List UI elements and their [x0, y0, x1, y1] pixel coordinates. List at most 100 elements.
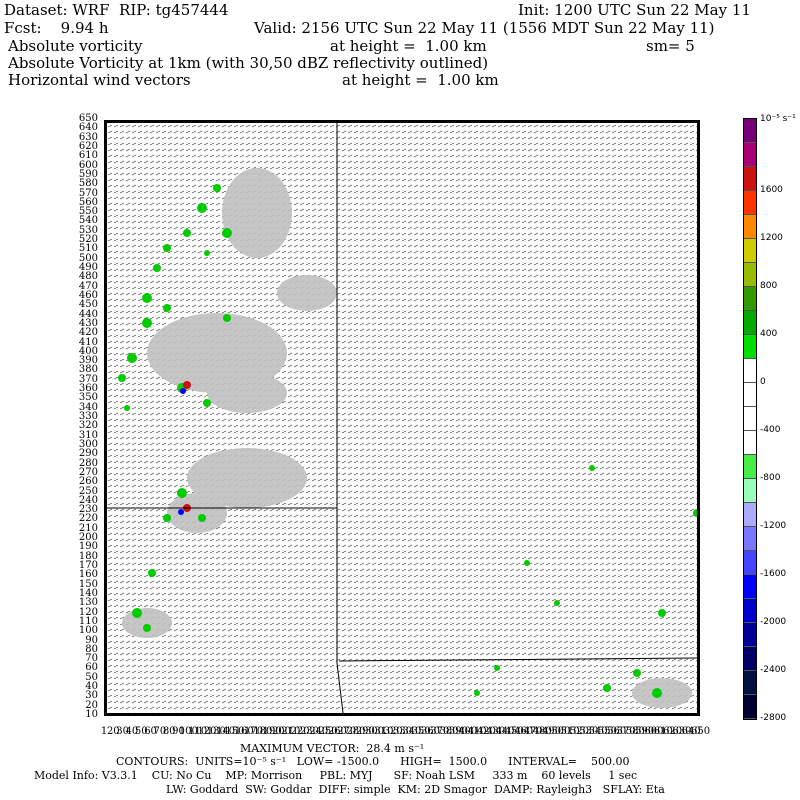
x-axis-label: 60 [144, 726, 157, 737]
x-axis-label: 630 [672, 726, 692, 737]
colorbar-cell [744, 575, 756, 599]
colorbar-tick-label: -1200 [760, 521, 787, 531]
x-axis-label: 640 [681, 726, 701, 737]
colorbar-cell [744, 143, 756, 167]
colorbar-cell [744, 431, 756, 455]
y-axis-label: 180 [78, 550, 98, 562]
map-plot [104, 120, 700, 716]
x-axis-label: 500 [551, 726, 571, 737]
x-axis-label: 520 [569, 726, 590, 737]
colorbar-cell [744, 503, 756, 527]
y-axis-label: 560 [78, 196, 98, 208]
vortex-core [178, 509, 184, 515]
x-axis-label: 610 [653, 726, 673, 737]
x-axis-label: 290 [355, 726, 375, 737]
field-height: at height = 1.00 km [330, 37, 487, 55]
x-axis-label: 190 [262, 726, 282, 737]
x-axis-label: 510 [560, 726, 580, 737]
colorbar-cell [744, 455, 756, 479]
x-axis-label: 70 [153, 726, 167, 737]
y-axis-label: 10 [85, 709, 98, 720]
y-axis-label: 410 [78, 336, 98, 348]
vorticity-blob [693, 509, 697, 517]
vector-height: at height = 1.00 km [342, 71, 499, 89]
x-axis-label: 230 [299, 726, 319, 737]
x-axis-label: 150 [225, 726, 245, 737]
y-axis-label: 440 [78, 308, 98, 320]
colorbar-tick-label: 400 [760, 329, 778, 339]
x-axis-label: 160 [234, 726, 254, 737]
vorticity-blob [163, 304, 171, 312]
contours-info: CONTOURS: UNITS=10⁻⁵ s⁻¹ LOW= -1500.0 HI… [116, 755, 630, 768]
vorticity-blob [652, 688, 662, 698]
y-axis-label: 360 [78, 383, 98, 395]
x-axis-label: 370 [430, 726, 450, 737]
vorticity-blob [494, 665, 500, 671]
y-axis-label: 350 [78, 392, 98, 404]
y-axis-label: 470 [78, 280, 98, 292]
x-axis-label: 590 [635, 726, 655, 737]
x-axis-label: 210 [281, 726, 301, 737]
colorbar-tick-label: -2400 [760, 665, 787, 675]
y-axis-label: 210 [78, 522, 98, 534]
vorticity-blob [132, 608, 142, 618]
y-axis-label: 300 [78, 438, 98, 450]
x-axis-label: 330 [393, 726, 413, 737]
y-axis-label: 60 [85, 662, 98, 674]
vorticity-blob [124, 405, 130, 411]
x-axis-label: 200 [271, 726, 292, 737]
vorticity-blob [222, 228, 232, 238]
y-axis-label: 480 [78, 271, 98, 283]
vorticity-blob [143, 624, 151, 632]
x-axis-label: 340 [402, 726, 422, 737]
colorbar-cell [744, 239, 756, 263]
x-axis-label: 310 [374, 726, 394, 737]
y-axis-label: 380 [78, 364, 98, 376]
vorticity-blob [524, 560, 530, 566]
y-axis-label: 490 [78, 262, 98, 273]
dataset-label: Dataset: WRF RIP: tg457444 [4, 1, 229, 19]
vorticity-blob [603, 684, 611, 692]
vector-field-name: Horizontal wind vectors [8, 71, 191, 89]
x-axis-label: 560 [607, 726, 627, 737]
reflectivity-areas [122, 168, 692, 708]
colorbar-cell [744, 311, 756, 335]
y-axis-label: 240 [78, 494, 98, 506]
vorticity-blob [213, 184, 221, 192]
x-axis-label: 360 [420, 726, 441, 737]
colorbar-cell [744, 335, 756, 359]
y-axis-label: 190 [78, 541, 98, 553]
colorbar-cell [744, 215, 756, 239]
y-axis-label: 320 [78, 420, 98, 432]
colorbar-tick-label: -2800 [760, 713, 787, 723]
colorbar-cell [744, 599, 756, 623]
vorticity-blob [658, 609, 666, 617]
vorticity-blob [474, 690, 480, 696]
x-axis-label: 470 [523, 726, 543, 737]
x-axis-label: 440 [495, 726, 515, 737]
y-axis-label: 150 [78, 578, 98, 590]
x-axis-label: 170 [244, 726, 264, 737]
colorbar-cell [744, 551, 756, 575]
vorticity-blob [118, 374, 126, 382]
x-axis-label: 650 [691, 726, 711, 737]
y-axis-label: 260 [78, 476, 98, 488]
wind-vorticity-field [107, 123, 697, 713]
colorbar-cell [744, 167, 756, 191]
y-axis-label: 550 [78, 206, 98, 218]
colorbar-tick-label: -2000 [760, 617, 787, 627]
y-axis-label: 70 [85, 653, 98, 665]
x-axis-label: 550 [597, 726, 617, 737]
vorticity-blob [203, 399, 211, 407]
y-axis-label: 120 [78, 606, 98, 618]
reflectivity-cell [167, 493, 227, 533]
boundary-line [338, 657, 697, 662]
x-axis-label: 140 [216, 726, 236, 737]
y-axis-label: 250 [78, 485, 98, 497]
colorbar-cell [744, 623, 756, 647]
y-axis-label: 90 [85, 634, 98, 646]
y-axis-label: 220 [78, 513, 98, 525]
y-axis-label: 400 [78, 345, 98, 357]
colorbar-tick-label: -800 [760, 473, 781, 483]
x-axis-label: 380 [439, 726, 459, 737]
